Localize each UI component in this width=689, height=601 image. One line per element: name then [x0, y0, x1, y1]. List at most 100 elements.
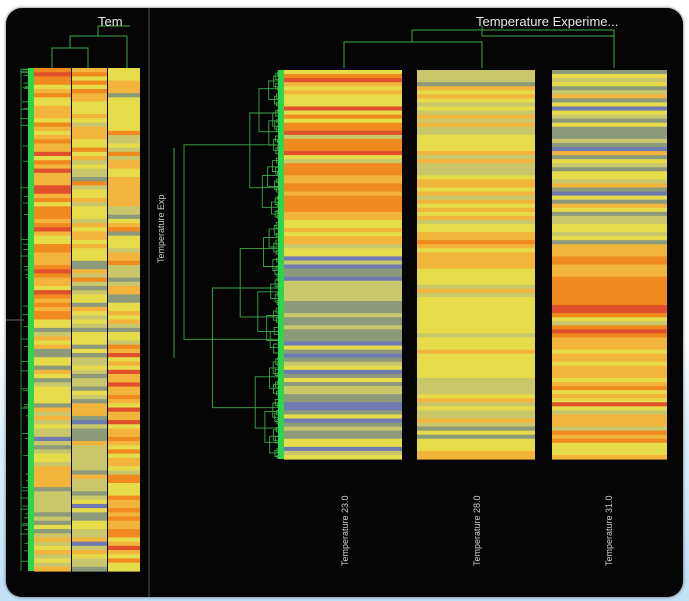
- row-dendrogram-branch: [275, 221, 278, 229]
- left-heatmap-cell: [34, 285, 71, 291]
- left-heatmap-cell: [72, 210, 107, 216]
- left-heatmap-cell: [34, 139, 71, 145]
- right-heatmap-cell: [417, 203, 535, 209]
- left-heatmap-cell: [34, 181, 71, 186]
- right-heatmap-cell: [417, 244, 535, 249]
- left-heatmap-cell: [108, 210, 140, 216]
- left-heatmap-cell: [34, 357, 71, 363]
- right-heatmap-cell: [552, 114, 667, 120]
- right-heatmap-cell: [284, 337, 402, 343]
- right-heatmap-cell: [284, 414, 402, 420]
- left-heatmap-cell: [108, 470, 140, 476]
- left-heatmap-cell: [108, 449, 140, 455]
- right-heatmap-cell: [417, 418, 535, 424]
- left-heatmap-cell: [72, 265, 107, 270]
- right-heatmap-cell: [552, 369, 667, 375]
- row-dendrogram-branch: [274, 211, 278, 218]
- right-heatmap-cell: [284, 248, 402, 253]
- right-heatmap-cell: [552, 248, 667, 253]
- right-heatmap-cell: [284, 90, 402, 95]
- left-leaf-strip: [28, 68, 34, 571]
- left-heatmap-cell: [108, 260, 140, 266]
- left-heatmap-cell: [108, 218, 140, 224]
- left-heatmap-cell: [34, 273, 71, 279]
- left-heatmap-cell: [72, 93, 107, 98]
- right-heatmap-cell: [552, 199, 667, 205]
- column-label-temp-28[interactable]: Temperature 28.0: [472, 495, 482, 566]
- right-heatmap-cell: [552, 244, 667, 249]
- left-heatmap-cell: [34, 156, 71, 161]
- right-heatmap-title[interactable]: Temperature Experime...: [476, 14, 619, 29]
- left-heatmap-cell: [108, 545, 140, 551]
- right-heatmap-cell: [284, 94, 402, 99]
- right-heatmap-cell: [417, 70, 535, 75]
- left-heatmap-cell: [34, 558, 71, 564]
- left-heatmap-cell: [72, 135, 107, 140]
- right-heatmap-cell: [552, 410, 667, 416]
- right-heatmap-cell: [417, 86, 535, 91]
- column-label-temp-31[interactable]: Temperature 31.0: [604, 495, 614, 566]
- left-column-dendrogram: [51, 47, 89, 68]
- right-heatmap-cell: [284, 191, 402, 197]
- right-heatmap-cell: [284, 134, 402, 140]
- left-heatmap-cell: [72, 394, 107, 400]
- left-heatmap-cell: [34, 84, 71, 90]
- left-heatmap-cell: [72, 84, 107, 90]
- left-heatmap-cell: [108, 197, 140, 203]
- right-heatmap-cell: [552, 207, 667, 213]
- right-heatmap-cell: [552, 211, 667, 217]
- left-heatmap-cell: [34, 193, 71, 199]
- right-heatmap-cell: [417, 317, 535, 322]
- left-heatmap-cell: [72, 290, 107, 295]
- left-heatmap-cell: [72, 558, 107, 564]
- row-dendrogram-branch: [276, 93, 278, 99]
- left-heatmap-cell: [72, 298, 107, 304]
- left-heatmap-cell: [108, 361, 140, 367]
- right-heatmap-cell: [417, 369, 535, 375]
- left-heatmap-cell: [34, 420, 71, 425]
- left-heatmap-cell: [34, 390, 71, 396]
- left-heatmap-cell: [108, 214, 140, 220]
- right-heatmap-cell: [552, 454, 667, 460]
- right-heatmap-cell: [552, 191, 667, 197]
- left-heatmap-cell: [72, 432, 107, 438]
- left-heatmap-cell: [34, 327, 71, 333]
- right-heatmap-cell: [552, 159, 667, 164]
- right-heatmap-cell: [417, 74, 535, 79]
- row-dendrogram-branch: [276, 209, 278, 214]
- right-heatmap-cell: [552, 151, 667, 156]
- right-heatmap-cell: [284, 418, 402, 424]
- left-heatmap-title[interactable]: Tem: [98, 14, 123, 29]
- row-dendrogram-branch: [276, 273, 278, 277]
- right-heatmap-cell: [417, 236, 535, 241]
- right-heatmap-cell: [284, 223, 402, 229]
- right-heatmap-cell: [417, 159, 535, 164]
- left-heatmap-cell: [34, 214, 71, 220]
- left-heatmap-cell: [72, 336, 107, 342]
- left-heatmap-cell: [72, 101, 107, 107]
- right-heatmap-cell: [552, 122, 667, 128]
- right-heatmap-cell: [417, 410, 535, 416]
- left-heatmap-cell: [34, 411, 71, 417]
- left-heatmap-cell: [34, 277, 71, 283]
- right-heatmap-cell: [552, 78, 667, 83]
- left-heatmap-cell: [108, 566, 140, 572]
- left-heatmap-cell: [34, 80, 71, 86]
- left-heatmap-cell: [34, 319, 71, 325]
- right-heatmap-cell: [552, 268, 667, 274]
- left-heatmap-cell: [34, 348, 71, 354]
- left-heatmap-cell: [72, 348, 107, 354]
- right-heatmap-cell: [284, 280, 402, 286]
- left-heatmap-cell: [72, 151, 107, 157]
- left-heatmap-cell: [34, 524, 71, 530]
- left-heatmap-cell: [108, 294, 140, 300]
- column-label-temp-23[interactable]: Temperature 23.0: [340, 495, 350, 566]
- right-heatmap-cell: [284, 163, 402, 168]
- left-heatmap-cell: [72, 139, 107, 145]
- left-heatmap-cell: [108, 181, 140, 186]
- left-heatmap-cell: [72, 466, 107, 471]
- row-dendrogram-branch: [276, 283, 278, 289]
- left-heatmap-cell: [108, 290, 140, 295]
- row-dendrogram-branch: [274, 279, 278, 287]
- right-heatmap-cell: [552, 126, 667, 132]
